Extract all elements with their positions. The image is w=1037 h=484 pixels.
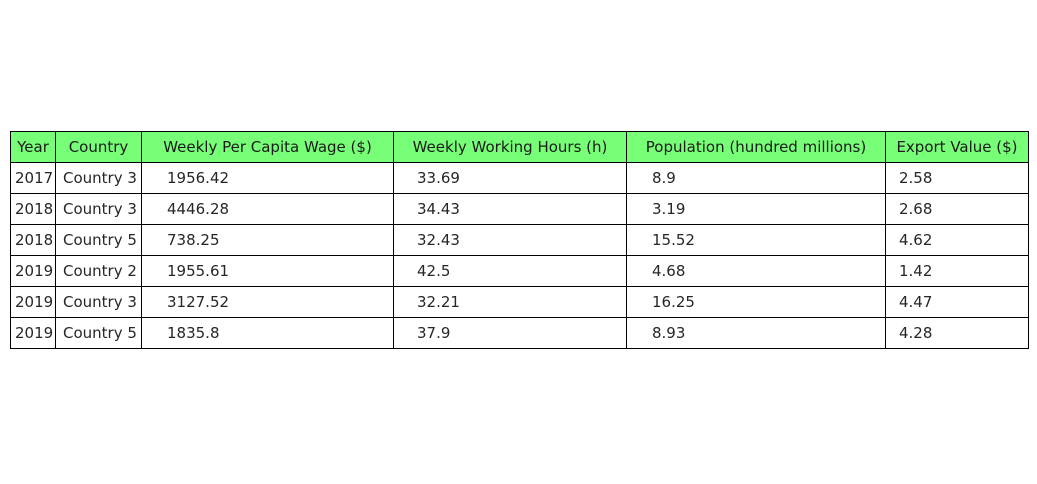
cell-country: Country 3 xyxy=(55,193,142,225)
table-row: 2017 Country 3 1956.42 33.69 8.9 2.58 xyxy=(10,162,1029,194)
cell-weekly-hours: 37.9 xyxy=(393,317,627,349)
cell-export-value: 4.28 xyxy=(885,317,1029,349)
header-weekly-wage: Weekly Per Capita Wage ($) xyxy=(141,131,394,163)
table-row: 2018 Country 5 738.25 32.43 15.52 4.62 xyxy=(10,224,1029,256)
cell-weekly-hours: 32.43 xyxy=(393,224,627,256)
cell-year: 2019 xyxy=(10,255,56,287)
cell-country: Country 5 xyxy=(55,317,142,349)
cell-weekly-hours: 33.69 xyxy=(393,162,627,194)
table-row: 2019 Country 3 3127.52 32.21 16.25 4.47 xyxy=(10,286,1029,318)
cell-population: 16.25 xyxy=(626,286,886,318)
cell-country: Country 5 xyxy=(55,224,142,256)
cell-year: 2018 xyxy=(10,193,56,225)
header-row: Year Country Weekly Per Capita Wage ($) … xyxy=(10,131,1029,163)
cell-population: 15.52 xyxy=(626,224,886,256)
cell-export-value: 4.62 xyxy=(885,224,1029,256)
cell-export-value: 2.58 xyxy=(885,162,1029,194)
header-year: Year xyxy=(10,131,56,163)
cell-country: Country 3 xyxy=(55,286,142,318)
cell-export-value: 4.47 xyxy=(885,286,1029,318)
cell-weekly-hours: 32.21 xyxy=(393,286,627,318)
header-export-value: Export Value ($) xyxy=(885,131,1029,163)
table-row: 2019 Country 2 1955.61 42.5 4.68 1.42 xyxy=(10,255,1029,287)
cell-weekly-wage: 4446.28 xyxy=(141,193,394,225)
cell-weekly-hours: 42.5 xyxy=(393,255,627,287)
cell-population: 4.68 xyxy=(626,255,886,287)
cell-weekly-wage: 738.25 xyxy=(141,224,394,256)
cell-year: 2019 xyxy=(10,317,56,349)
cell-weekly-hours: 34.43 xyxy=(393,193,627,225)
cell-export-value: 2.68 xyxy=(885,193,1029,225)
cell-year: 2018 xyxy=(10,224,56,256)
cell-year: 2019 xyxy=(10,286,56,318)
table-row: 2019 Country 5 1835.8 37.9 8.93 4.28 xyxy=(10,317,1029,349)
header-weekly-hours: Weekly Working Hours (h) xyxy=(393,131,627,163)
cell-weekly-wage: 1956.42 xyxy=(141,162,394,194)
cell-weekly-wage: 3127.52 xyxy=(141,286,394,318)
table-row: 2018 Country 3 4446.28 34.43 3.19 2.68 xyxy=(10,193,1029,225)
header-population: Population (hundred millions) xyxy=(626,131,886,163)
cell-year: 2017 xyxy=(10,162,56,194)
cell-weekly-wage: 1955.61 xyxy=(141,255,394,287)
cell-country: Country 2 xyxy=(55,255,142,287)
cell-weekly-wage: 1835.8 xyxy=(141,317,394,349)
cell-export-value: 1.42 xyxy=(885,255,1029,287)
header-country: Country xyxy=(55,131,142,163)
data-table: Year Country Weekly Per Capita Wage ($) … xyxy=(10,131,1029,349)
cell-population: 8.93 xyxy=(626,317,886,349)
cell-population: 8.9 xyxy=(626,162,886,194)
cell-population: 3.19 xyxy=(626,193,886,225)
cell-country: Country 3 xyxy=(55,162,142,194)
